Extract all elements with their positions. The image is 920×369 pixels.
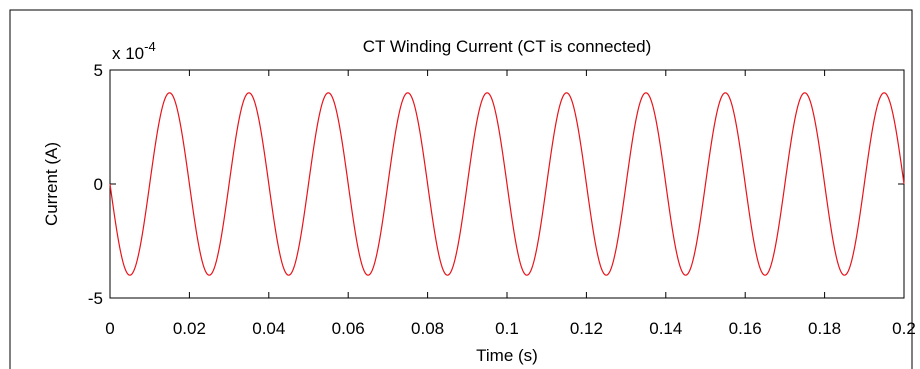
tick-marks <box>109 69 905 299</box>
chart-title: CT Winding Current (CT is connected) <box>363 37 651 56</box>
y-exponent-label: x 10-4 <box>112 39 156 63</box>
x-tick-label: 0.2 <box>892 319 916 338</box>
y-tick-label: 0 <box>94 175 103 194</box>
x-tick-label: 0.06 <box>332 319 365 338</box>
x-tick-label: 0.18 <box>808 319 841 338</box>
y-exponent-power: -4 <box>144 39 156 54</box>
y-axis-label: Current (A) <box>42 142 61 226</box>
y-tick-label: 5 <box>94 61 103 80</box>
x-tick-label: 0.1 <box>495 319 519 338</box>
x-tick-label: 0.16 <box>729 319 762 338</box>
x-tick-label: 0.12 <box>570 319 603 338</box>
x-tick-label: 0.04 <box>252 319 285 338</box>
x-tick-label: 0.08 <box>411 319 444 338</box>
series-line-current <box>109 92 905 276</box>
x-tick-labels: 0 0.02 0.04 0.06 0.08 0.1 0.12 0.14 0.16 0.18 0.2 <box>105 319 916 338</box>
x-tick-label: 0.02 <box>173 319 206 338</box>
y-tick-labels: -5 0 5 <box>88 61 103 308</box>
x-tick-label: 0 <box>105 319 114 338</box>
figure-frame <box>9 9 913 369</box>
x-axis-label: Time (s) <box>476 346 538 365</box>
y-tick-label: -5 <box>88 289 103 308</box>
x-tick-label: 0.14 <box>649 319 682 338</box>
